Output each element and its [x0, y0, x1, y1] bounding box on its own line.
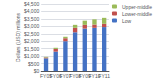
svg-text:FY07: FY07	[59, 72, 72, 79]
svg-text:$0: $0	[34, 68, 40, 74]
svg-text:$2,000: $2,000	[24, 38, 40, 44]
svg-text:$2,500: $2,500	[24, 31, 40, 37]
svg-text:FY06: FY06	[49, 72, 62, 79]
svg-text:FY08: FY08	[69, 72, 82, 79]
svg-text:$4,500: $4,500	[24, 1, 40, 7]
svg-text:FY11: FY11	[98, 73, 110, 79]
svg-text:Low: Low	[122, 18, 132, 24]
svg-text:$500: $500	[28, 61, 39, 67]
svg-text:FY10: FY10	[88, 72, 101, 79]
svg-text:$1,500: $1,500	[24, 46, 40, 52]
svg-text:Lower-middle: Lower-middle	[122, 11, 152, 17]
svg-text:FY05: FY05	[40, 72, 52, 79]
svg-text:Upper-middle: Upper-middle	[122, 4, 152, 10]
svg-text:$4,000: $4,000	[24, 8, 40, 14]
svg-text:Dollars (USD) millions: Dollars (USD) millions	[15, 13, 21, 62]
svg-text:$1,000: $1,000	[24, 53, 40, 59]
svg-text:$3,000: $3,000	[24, 23, 40, 29]
svg-text:FY09: FY09	[78, 72, 91, 79]
svg-text:$3,500: $3,500	[24, 16, 40, 22]
